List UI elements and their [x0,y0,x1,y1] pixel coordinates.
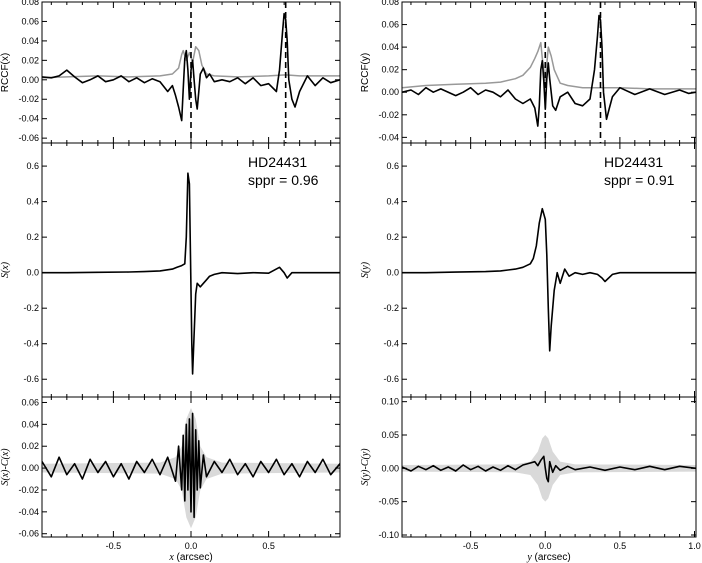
plot-area [42,407,340,529]
y-tick-label: 0.05 [381,430,399,440]
series-line-black [402,455,696,483]
series-line-black [402,207,696,352]
x-tick-label: 0.5 [262,541,275,551]
plot-area [402,435,696,502]
x-tick-label: 0.0 [539,541,552,551]
y-tick-label: 0.04 [21,36,39,46]
y-axis-title: RCCF(y) [360,53,371,92]
y-tick-label: -0.06 [18,133,39,143]
y-tick-label: 0.06 [381,20,399,30]
y-axis-title: S(y)-C(y) [360,448,371,486]
x-tick-label: 0.0 [185,541,198,551]
y-tick-label: 0.6 [26,161,39,171]
y-tick-label: 0.00 [21,463,39,473]
panel-bottom-right: 0.10 0.05 0.00 -0.05 -0.10 -0.5 0.0 0.5 1.0 y (ar… [360,396,701,563]
y-tick-label: 0.2 [386,232,399,242]
y-tick-label: 0.04 [381,42,399,52]
panel-middle-left: 0.6 0.4 0.2 0.0 -0.2 -0.4 -0.6 S(x) HD24431 sppr … [0,142,341,398]
series-line-black [402,14,696,127]
plot-area [402,2,696,143]
plot-area [402,207,696,352]
y-tick-label: -0.04 [18,507,39,517]
y-tick-label: 0.08 [381,0,399,7]
y-tick-label: -0.10 [378,530,399,540]
plot-area [42,172,340,375]
y-tick-label: -0.4 [383,339,399,349]
y-tick-label: 0.4 [26,197,39,207]
y-axis-title: S(y) [360,261,371,278]
y-tick-label: 0.04 [21,419,39,429]
y-tick-label: 0.0 [26,268,39,278]
y-tick-label: 0.6 [386,161,399,171]
y-tick-label: 0.02 [381,65,399,75]
x-axis-title: x (arcsec) [168,552,212,563]
y-tick-label: -0.2 [383,303,399,313]
y-tick-label: -0.4 [23,339,39,349]
y-tick-label: -0.06 [18,529,39,539]
panel-top-left: 0.08 0.06 0.04 0.02 0.00 -0.02 -0.04 -0.06 RCCF(… [0,0,341,144]
sppr-label: sppr = 0.96 [248,172,319,188]
y-tick-label: 0.00 [381,87,399,97]
y-tick-label: -0.6 [383,374,399,384]
y-tick-label: 0.00 [381,463,399,473]
x-tick-label: 1.0 [688,541,701,551]
y-tick-label: -0.02 [378,110,399,120]
y-tick-label: 0.06 [21,397,39,407]
y-axis-title: S(x)-C(x) [0,448,11,486]
y-tick-label: 0.4 [386,197,399,207]
plot-area [42,2,340,143]
y-tick-label: 0.0 [386,268,399,278]
panel-frame [401,396,697,538]
sppr-label: sppr = 0.91 [604,172,675,188]
series-line-black [42,172,340,375]
y-tick-label: -0.2 [23,303,39,313]
y-tick-label: -0.02 [18,485,39,495]
panel-middle-right: 0.6 0.4 0.2 0.0 -0.2 -0.4 -0.6 S(y) HD24431 sppr … [360,142,697,398]
star-name-label: HD24431 [604,154,663,170]
y-tick-label: 0.06 [21,16,39,26]
y-tick-label: 0.2 [26,232,39,242]
y-tick-label: 0.10 [381,397,399,407]
y-tick-label: -0.6 [23,374,39,384]
y-tick-label: -0.04 [378,132,399,142]
y-tick-label: 0.08 [21,0,39,7]
x-tick-label: 0.5 [614,541,627,551]
y-tick-label: -0.02 [18,94,39,104]
y-tick-label: 0.02 [21,55,39,65]
y-tick-label: 0.02 [21,441,39,451]
y-tick-label: -0.04 [18,114,39,124]
star-name-label: HD24431 [248,154,307,170]
y-axis-title: RCCF(x) [0,53,11,92]
y-tick-label: 0.00 [21,75,39,85]
x-tick-label: -0.5 [106,541,122,551]
panel-bottom-left: 0.06 0.04 0.02 0.00 -0.02 -0.04 -0.06 -0.5 0.0 0.… [0,396,341,563]
y-tick-label: -0.05 [378,497,399,507]
panel-top-right: 0.08 0.06 0.04 0.02 0.00 -0.02 -0.04 RCCF(y) [360,0,697,144]
x-tick-label: -0.5 [463,541,479,551]
y-axis-title: S(x) [0,261,11,278]
x-axis-title: y (arcsec) [526,552,570,563]
series-line-black [42,412,340,519]
